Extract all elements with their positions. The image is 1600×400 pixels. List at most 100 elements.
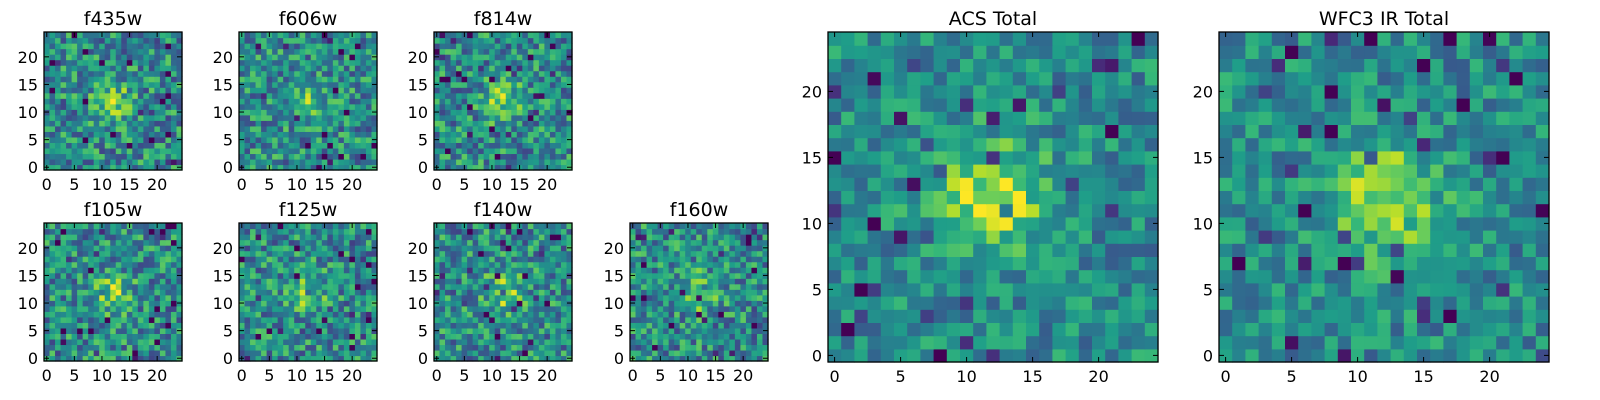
heatmap-cell (828, 282, 842, 297)
heatmap-cell (71, 316, 78, 323)
heatmap-cell (66, 289, 73, 296)
heatmap-cell (516, 283, 523, 290)
heatmap-cell (55, 278, 62, 285)
heatmap-cell (679, 250, 686, 257)
heatmap-cell (165, 65, 172, 72)
heatmap-cell (854, 150, 869, 165)
heatmap-cell (71, 239, 78, 246)
heatmap-cell (49, 316, 56, 323)
heatmap-cell (756, 239, 764, 246)
heatmap-cell (566, 349, 573, 357)
heatmap-cell (630, 267, 637, 274)
heatmap-cell (533, 322, 540, 329)
heatmap-cell (494, 103, 501, 110)
heatmap-cell (44, 158, 51, 166)
heatmap-cell (544, 311, 551, 318)
heatmap-cell (516, 228, 523, 235)
heatmap-cell (66, 109, 73, 116)
heatmap-cell (288, 48, 295, 55)
heatmap-cell (132, 87, 139, 94)
heatmap-cell (500, 311, 507, 318)
heatmap-cell (349, 316, 356, 323)
heatmap-cell (88, 142, 95, 149)
heatmap-cell (294, 70, 301, 77)
heatmap-cell (159, 164, 167, 171)
heatmap-cell (55, 250, 62, 257)
heatmap-cell (478, 136, 485, 143)
heatmap-cell (261, 153, 268, 160)
heatmap-cell (277, 92, 284, 99)
heatmap-cell (327, 125, 334, 132)
heatmap-cell (283, 147, 290, 155)
heatmap-cell (148, 43, 155, 50)
heatmap-cell (82, 147, 89, 155)
heatmap-cell (434, 349, 441, 357)
heatmap-cell (467, 305, 474, 312)
heatmap-cell (305, 333, 312, 340)
heatmap-cell (696, 283, 703, 290)
heatmap-cell (544, 158, 551, 166)
heatmap-cell (170, 300, 178, 307)
heatmap-cell (332, 114, 339, 121)
heatmap-cell (668, 355, 675, 362)
heatmap-cell (283, 125, 290, 132)
heatmap-cell (170, 164, 178, 171)
heatmap-cell (439, 283, 446, 290)
heatmap-cell (261, 87, 268, 94)
heatmap-cell (88, 158, 95, 166)
heatmap-cell (527, 136, 534, 143)
heatmap-cell (445, 349, 452, 357)
heatmap-cell (77, 114, 84, 121)
heatmap-cell (349, 344, 356, 351)
heatmap-cell (1052, 256, 1067, 271)
heatmap-cell (250, 43, 257, 50)
heatmap-cell (734, 311, 741, 318)
heatmap-cell (674, 316, 681, 323)
heatmap-cell (255, 250, 262, 257)
heatmap-cell (165, 92, 172, 99)
heatmap-cell (176, 76, 183, 83)
heatmap-cell (522, 333, 529, 340)
heatmap-cell (555, 256, 562, 263)
heatmap-cell (294, 54, 301, 61)
heatmap-cell (170, 114, 178, 121)
heatmap-cell (360, 158, 367, 166)
heatmap-cell (854, 296, 869, 310)
heatmap-cell (555, 294, 562, 301)
y-tick-label: 15 (604, 266, 624, 285)
heatmap-cell (132, 125, 139, 132)
heatmap-cell (986, 322, 1001, 337)
heatmap-cell (960, 190, 974, 205)
heatmap-cell (137, 327, 144, 334)
heatmap-cell (500, 349, 507, 357)
heatmap-cell (294, 153, 301, 160)
heatmap-cell (472, 147, 479, 155)
heatmap-cell (365, 43, 373, 50)
heatmap-cell (332, 131, 339, 138)
heatmap-cell (66, 272, 73, 279)
heatmap-cell (527, 147, 534, 155)
heatmap-cell (560, 267, 568, 274)
heatmap-cell (132, 278, 139, 285)
heatmap-cell (456, 327, 463, 334)
heatmap-cell (71, 54, 78, 61)
heatmap-cell (549, 98, 557, 105)
heatmap-cell (456, 344, 463, 351)
heatmap-cell (44, 98, 51, 105)
heatmap-cell (283, 164, 290, 171)
heatmap-cell (505, 305, 512, 312)
heatmap-cell (674, 261, 681, 268)
heatmap-cell (82, 70, 89, 77)
heatmap-cell (674, 327, 681, 334)
heatmap-cell (55, 267, 62, 274)
heatmap-cell (685, 261, 692, 268)
heatmap-cell (999, 322, 1014, 337)
heatmap-cell (483, 223, 490, 230)
heatmap-cell (533, 300, 540, 307)
heatmap-cell (338, 98, 345, 105)
heatmap-cell (500, 131, 507, 138)
heatmap-cell (132, 239, 139, 246)
heatmap-cell (360, 147, 367, 155)
heatmap-cell (740, 289, 747, 296)
heatmap-cell (132, 32, 139, 39)
